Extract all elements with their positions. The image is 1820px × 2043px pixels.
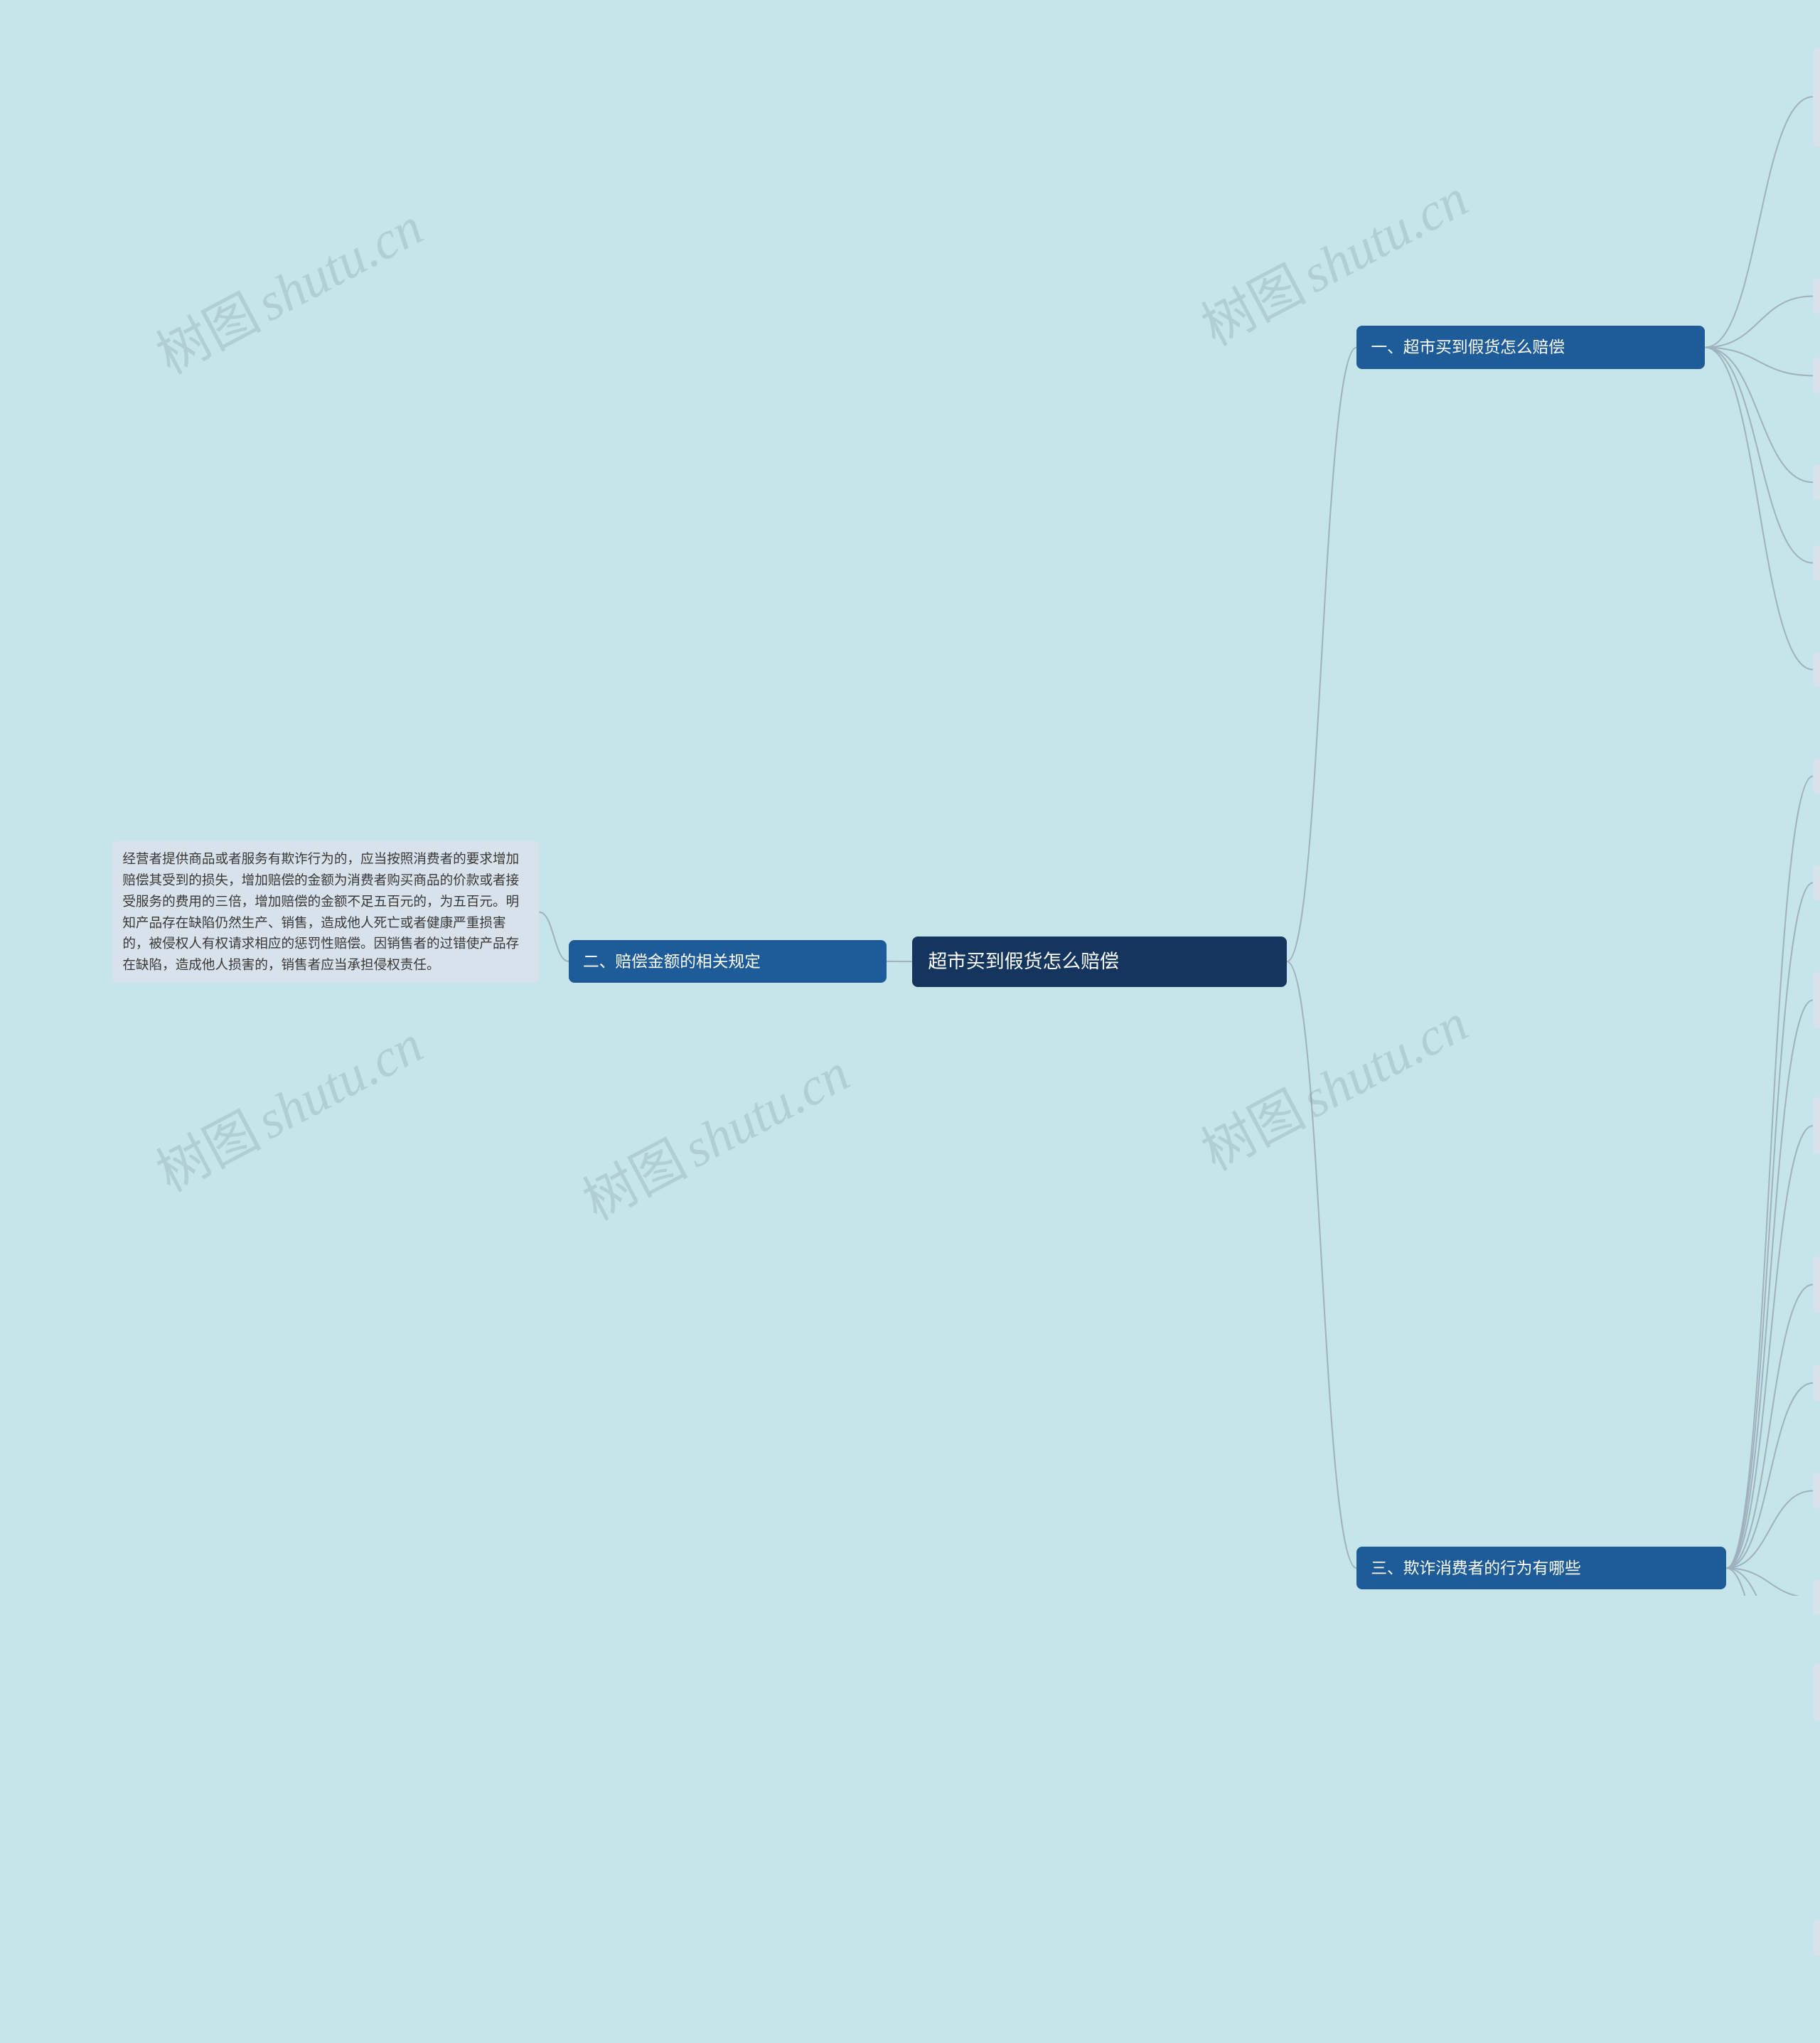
watermark: 树图shutu.cn [141, 185, 434, 388]
leaf-compensation-detail: 经营者提供商品或者服务有欺诈行为的，应当按照消费者的要求增加赔偿其受到的损失，增… [112, 841, 539, 983]
leaf-intro: 消费者买到假货，可以首先与商家协商解决，协商不成的，可以向有关部门投诉，如消费者… [1813, 48, 1820, 146]
leaf-fraud-5: （五）以虚假的商品说明、商品标准、实物样品等方式销售商品的。 [1813, 1257, 1820, 1313]
leaf-resolve-5: （五）向人民法院提起诉讼。 [1813, 652, 1820, 688]
watermark: 树图shutu.cn [1187, 981, 1479, 1185]
leaf-fraud-7: （七）采取雇佣他人等方式进行欺骗性的销售诱导的。 [1813, 1473, 1820, 1509]
leaf-fraud-1: （一）销售掺杂、掺假、以假充真、以次充好的商品。 [1813, 759, 1820, 794]
leaf-fraud-9: （九）利用广播、电视、电影、报刊等大众传播媒介对商品作虚假宣传的。 [1813, 1664, 1820, 1721]
leaf-fraud-4: （四）以虚假的"清仓价"、"甩卖价"、"最低价"、"优惠价"或者其他欺骗性价格表… [1813, 1097, 1820, 1154]
leaf-fraud-10: （十）骗取消费者预付款的。 [1813, 1920, 1820, 1956]
leaf-resolve-3: （三）向有关行政部门投诉。 [1813, 464, 1820, 500]
leaf-fraud-3: （三）销售"处理品"、"残次品"、"等外品"等商品而谎称是正品的。 [1813, 972, 1820, 1029]
branch-fraud-behaviors[interactable]: 三、欺诈消费者的行为有哪些 [1356, 1547, 1726, 1589]
watermark: 树图shutu.cn [568, 1031, 860, 1234]
branch-how-to-compensate[interactable]: 一、超市买到假货怎么赔偿 [1356, 326, 1705, 368]
leaf-fraud-8: （八）作虚假的现场演示和说明的。 [1813, 1580, 1820, 1616]
watermark: 树图shutu.cn [141, 1003, 434, 1206]
root-node[interactable]: 超市买到假货怎么赔偿 [912, 937, 1287, 987]
leaf-resolve-4: （四）根据与经营者达成的仲裁协议提请仲裁机构仲裁。 [1813, 545, 1820, 581]
branch-compensation-rules[interactable]: 二、赔偿金额的相关规定 [569, 940, 887, 983]
leaf-resolve-2: （二）请求消费者协会或者依法成立的其他调解组织调解。 [1813, 358, 1820, 393]
leaf-fraud-2: （二）采取虚假或者其他不正当手段使销售的商品份量不足的。 [1813, 865, 1820, 901]
leaf-fraud-6: （六）不以自己的真实名称和标记销售商品的。 [1813, 1365, 1820, 1401]
leaf-resolve-1: （一）与经营者协商和解。 [1813, 279, 1820, 314]
